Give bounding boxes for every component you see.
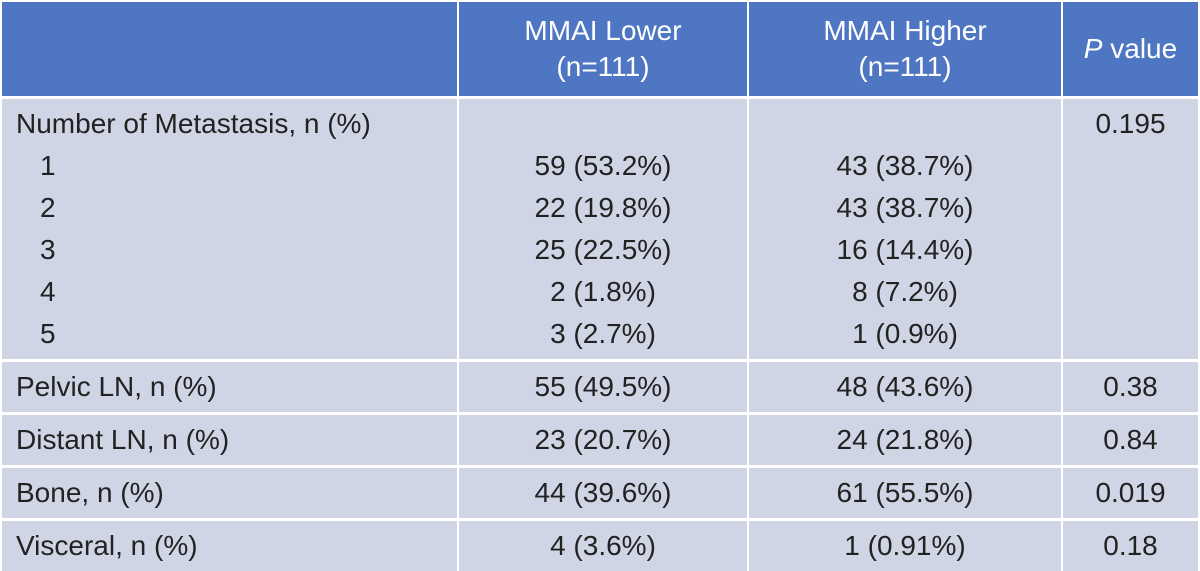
header-empty [2,2,458,98]
metastasis-higher-blank [749,103,1061,145]
metastasis-higher-cell: 43 (38.7%) 43 (38.7%) 16 (14.4%) 8 (7.2%… [748,98,1062,361]
metastasis-lower-cell: 59 (53.2%) 22 (19.8%) 25 (22.5%) 2 (1.8%… [458,98,748,361]
row-label: Bone, n (%) [2,467,458,520]
row-higher-value: 1 (0.91%) [748,520,1062,571]
row-lower-value: 55 (49.5%) [458,361,748,414]
metastasis-sub-label: 4 [16,271,457,313]
metastasis-sub-label: 1 [16,145,457,187]
metastasis-sub-label: 5 [16,313,457,355]
metastasis-sub-label: 2 [16,187,457,229]
row-lower-value: 44 (39.6%) [458,467,748,520]
row-label: Visceral, n (%) [2,520,458,571]
metastasis-sub-label: 3 [16,229,457,271]
header-mmai-higher-title: MMAI Higher [749,13,1061,49]
row-p-value: 0.38 [1062,361,1198,414]
header-mmai-lower-title: MMAI Lower [459,13,747,49]
row-label: Distant LN, n (%) [2,414,458,467]
table-row-metastasis: Number of Metastasis, n (%) 1 2 3 4 5 59… [2,98,1198,361]
metastasis-label-cell: Number of Metastasis, n (%) 1 2 3 4 5 [2,98,458,361]
header-mmai-lower: MMAI Lower (n=111) [458,2,748,98]
metastasis-higher-value: 16 (14.4%) [749,229,1061,271]
header-p-rest: value [1102,33,1177,64]
row-higher-value: 24 (21.8%) [748,414,1062,467]
metastasis-higher-value: 43 (38.7%) [749,145,1061,187]
table-row: Bone, n (%) 44 (39.6%) 61 (55.5%) 0.019 [2,467,1198,520]
row-p-value: 0.18 [1062,520,1198,571]
metastasis-higher-value: 8 (7.2%) [749,271,1061,313]
metastasis-lower-value: 2 (1.8%) [459,271,747,313]
header-mmai-lower-n: (n=111) [459,49,747,85]
header-p-italic: P [1084,33,1103,64]
table-row: Pelvic LN, n (%) 55 (49.5%) 48 (43.6%) 0… [2,361,1198,414]
row-p-value: 0.019 [1062,467,1198,520]
metastasis-lower-value: 25 (22.5%) [459,229,747,271]
metastasis-lower-value: 3 (2.7%) [459,313,747,355]
header-mmai-higher-n: (n=111) [749,49,1061,85]
metastasis-lower-value: 59 (53.2%) [459,145,747,187]
metastasis-lower-blank [459,103,747,145]
row-p-value: 0.84 [1062,414,1198,467]
header-mmai-higher: MMAI Higher (n=111) [748,2,1062,98]
metastasis-p-cell: 0.195 [1062,98,1198,361]
row-label: Pelvic LN, n (%) [2,361,458,414]
row-higher-value: 48 (43.6%) [748,361,1062,414]
metastasis-p-value: 0.195 [1063,103,1198,145]
metastasis-label: Number of Metastasis, n (%) [16,103,457,145]
header-p-value: P value [1062,2,1198,98]
header-row: MMAI Lower (n=111) MMAI Higher (n=111) P… [2,2,1198,98]
row-lower-value: 4 (3.6%) [458,520,748,571]
table-row: Distant LN, n (%) 23 (20.7%) 24 (21.8%) … [2,414,1198,467]
table-row: Visceral, n (%) 4 (3.6%) 1 (0.91%) 0.18 [2,520,1198,571]
row-higher-value: 61 (55.5%) [748,467,1062,520]
row-lower-value: 23 (20.7%) [458,414,748,467]
metastasis-higher-value: 43 (38.7%) [749,187,1061,229]
metastasis-lower-value: 22 (19.8%) [459,187,747,229]
metastasis-higher-value: 1 (0.9%) [749,313,1061,355]
